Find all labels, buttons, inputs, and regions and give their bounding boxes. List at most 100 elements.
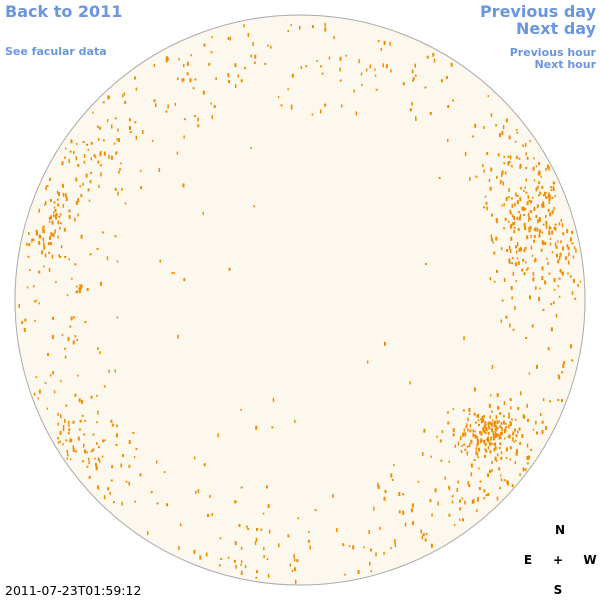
facular-link[interactable]: See facular data xyxy=(5,45,107,58)
speck xyxy=(59,226,61,230)
speck xyxy=(450,62,453,67)
speck xyxy=(487,446,490,450)
speck xyxy=(551,196,554,199)
speck xyxy=(491,213,494,217)
speck xyxy=(344,573,346,576)
speck xyxy=(546,196,548,199)
speck xyxy=(460,450,463,453)
speck xyxy=(514,428,516,432)
speck xyxy=(466,423,468,428)
speck xyxy=(42,228,45,233)
speck xyxy=(217,433,219,438)
speck xyxy=(62,204,65,208)
speck xyxy=(525,178,527,182)
speck xyxy=(183,118,186,121)
speck xyxy=(521,268,524,272)
back-link[interactable]: Back to 2011 xyxy=(5,2,122,21)
speck xyxy=(116,316,119,319)
speck xyxy=(72,447,75,452)
speck xyxy=(116,424,118,428)
speck xyxy=(519,197,522,202)
speck xyxy=(425,533,428,535)
speck xyxy=(519,214,522,219)
speck xyxy=(527,418,529,422)
speck xyxy=(563,361,566,365)
speck xyxy=(117,128,119,132)
compass-north: N xyxy=(555,523,565,537)
speck xyxy=(300,66,303,70)
next-day-link[interactable]: Next day xyxy=(516,19,597,38)
speck xyxy=(211,36,213,39)
speck xyxy=(67,432,70,435)
speck xyxy=(95,463,97,467)
speck xyxy=(128,118,131,122)
speck xyxy=(113,142,116,145)
speck xyxy=(541,240,544,245)
speck xyxy=(499,436,502,439)
speck xyxy=(555,253,558,258)
speck xyxy=(465,426,467,429)
speck xyxy=(420,529,422,534)
speck xyxy=(158,168,161,172)
speck xyxy=(336,528,338,533)
speck xyxy=(495,446,497,451)
speck xyxy=(38,302,41,305)
speck xyxy=(508,260,511,264)
speck xyxy=(509,421,511,423)
speck xyxy=(474,421,477,424)
speck xyxy=(68,420,70,424)
speck xyxy=(75,201,78,205)
speck xyxy=(197,124,200,128)
speck xyxy=(519,473,522,476)
speck xyxy=(174,102,177,106)
speck xyxy=(79,419,82,423)
speck xyxy=(270,45,272,49)
speck xyxy=(483,424,486,429)
speck xyxy=(365,68,368,72)
speck xyxy=(549,237,552,240)
speck xyxy=(567,247,570,250)
speck xyxy=(488,424,490,428)
speck xyxy=(483,169,485,173)
speck xyxy=(471,135,474,138)
speck xyxy=(70,316,73,321)
speck xyxy=(194,78,197,81)
speck xyxy=(67,424,70,427)
speck xyxy=(18,304,20,308)
speck xyxy=(520,391,522,396)
previous-day-link[interactable]: Previous day xyxy=(480,2,597,21)
speck xyxy=(548,201,550,204)
speck xyxy=(486,151,489,155)
speck xyxy=(178,58,180,61)
speck xyxy=(53,390,56,394)
speck xyxy=(28,243,31,247)
speck xyxy=(234,500,237,504)
speck xyxy=(178,546,180,550)
speck xyxy=(352,545,355,550)
speck xyxy=(493,421,495,425)
speck xyxy=(557,240,559,243)
speck xyxy=(524,143,527,147)
speck xyxy=(296,559,299,563)
speck xyxy=(398,510,401,514)
speck xyxy=(266,485,268,489)
speck xyxy=(569,237,572,242)
speck xyxy=(311,25,314,29)
previous-hour-link[interactable]: Previous hour xyxy=(510,46,597,59)
speck xyxy=(503,278,506,282)
speck xyxy=(524,208,527,211)
speck xyxy=(520,186,522,190)
next-hour-link[interactable]: Next hour xyxy=(535,58,597,71)
speck xyxy=(575,248,577,253)
speck xyxy=(103,495,106,500)
speck xyxy=(44,381,47,384)
speck xyxy=(469,424,472,428)
speck xyxy=(94,457,96,460)
speck xyxy=(541,430,544,434)
speck xyxy=(490,422,493,426)
speck xyxy=(135,135,138,140)
speck xyxy=(493,280,496,283)
speck xyxy=(526,462,529,465)
speck xyxy=(86,143,88,146)
speck xyxy=(411,503,414,508)
